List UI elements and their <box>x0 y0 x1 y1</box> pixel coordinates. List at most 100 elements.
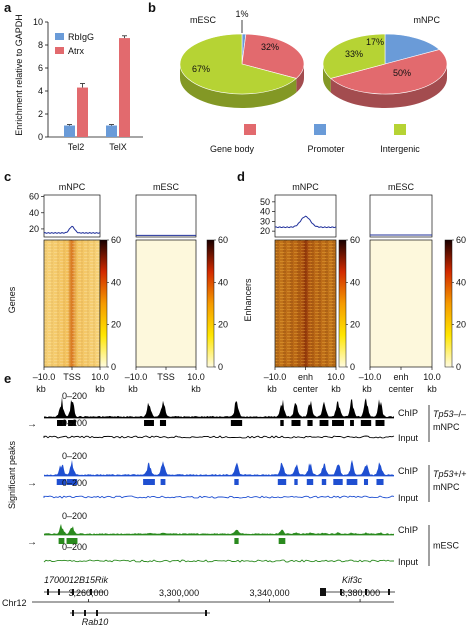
track-label-chip: ChIP <box>398 408 418 418</box>
pie-slice-intergenic <box>179 33 297 95</box>
panel-b-pie-charts: 1% 32% 67% mESC 17% 50% 33% mNPC Gene body Promo… <box>179 9 448 154</box>
group-label-line2: mNPC <box>433 422 460 432</box>
significant-peak <box>291 420 301 426</box>
colorbar-tick-label: 40 <box>456 277 466 287</box>
coordinate-axis: Chr12 3,260,000 3,300,000 3,340,000 3,380,00… <box>2 588 394 608</box>
x-tick-label: –10.0 <box>125 372 148 382</box>
colorbar-tick-label: 20 <box>218 320 228 330</box>
chip-signal <box>44 459 394 476</box>
profile-curve <box>43 225 101 234</box>
track-group-2: 0–200 ChIP → 0–200 Input mESC <box>27 511 460 567</box>
group-label-gene: Tp53 <box>433 469 454 479</box>
profile-frame <box>135 194 197 238</box>
x-tick-label: TSS <box>63 372 81 382</box>
significant-peak <box>143 479 155 485</box>
profile-curve <box>274 215 337 229</box>
input-signal <box>43 435 395 439</box>
track-range-label: 0–200 <box>62 451 87 461</box>
x-tick-label: –10.0 <box>264 372 287 382</box>
pie-side-gene-body <box>296 64 304 93</box>
gene-exon <box>96 610 98 616</box>
x-unit-label: kb <box>191 384 201 394</box>
x-tick-label: enh <box>393 372 408 382</box>
profile-frame <box>369 194 433 238</box>
significant-peak <box>294 479 298 485</box>
significant-peak <box>66 479 78 485</box>
colorbar <box>99 239 108 368</box>
gene-exon <box>205 610 207 616</box>
significant-peak <box>350 420 354 426</box>
a-ytick-label: 0 <box>38 132 43 142</box>
panel-a-categories: Tel2 TelX <box>68 142 127 152</box>
b-legend-label: Promoter <box>307 144 344 154</box>
x-unit-label: kb <box>267 384 277 394</box>
a-ytick-label: 4 <box>38 86 43 96</box>
colorbar <box>206 239 215 368</box>
significant-peak <box>57 420 66 426</box>
gene-label: Kif3c <box>342 575 363 585</box>
track-group-0: 0–200 ChIP → 0–200 Input Tp53–/– mNPC <box>27 391 466 443</box>
a-bar-rbigg-tel2 <box>64 125 75 137</box>
colorbar-tick-label: 0 <box>456 362 461 372</box>
pie-slice-label: 17% <box>366 37 384 47</box>
a-bar-rbigg-telx <box>106 125 117 137</box>
pie-slice-gene-body <box>241 33 305 79</box>
significant-peak <box>56 479 67 485</box>
coord-tick-label: 3,340,000 <box>250 588 290 598</box>
x-tick-label: –10.0 <box>359 372 382 382</box>
pie-slice-label: 67% <box>192 64 210 74</box>
significant-peak <box>278 538 286 544</box>
gene-exon <box>58 589 60 595</box>
x-unit-label: center <box>293 384 318 394</box>
significant-peak <box>321 479 327 485</box>
group-label-genotype: +/+ <box>454 469 467 479</box>
sample-title: mESC <box>153 182 180 192</box>
gene-label: Rab10 <box>82 617 109 627</box>
x-unit-label: center <box>388 384 413 394</box>
pie-slice-gene-body <box>330 49 448 95</box>
panel-a-bars <box>64 35 130 137</box>
profile-ytick-label: 60 <box>29 192 39 202</box>
chip-signal <box>44 523 394 535</box>
x-tick-label: enh <box>298 372 313 382</box>
profile-ytick-label: 50 <box>260 197 270 207</box>
panel-b-legend: Gene body Promoter Intergenic <box>210 124 420 154</box>
pie-side-gene-body <box>330 64 447 109</box>
gene-exon <box>47 589 49 595</box>
a-legend-label: Atrx <box>68 46 85 56</box>
profile-ytick-label: 30 <box>260 216 270 226</box>
panel-c-d-heatmaps: Genes 20 40 60 mNPC 0 20 40 60 –10.0 TSS 10.0 kb kb mE… <box>7 182 466 394</box>
track-label-chip: ChIP <box>398 466 418 476</box>
significant-peak <box>66 538 78 544</box>
significant-peak <box>234 479 239 485</box>
significant-peak <box>375 420 385 426</box>
track-range-label: 0–200 <box>62 478 87 488</box>
chip-signal <box>44 396 394 418</box>
significant-peak <box>230 420 243 426</box>
significant-peak <box>68 420 76 426</box>
track-range-label: 0–200 <box>62 391 87 401</box>
b-legend-label: Gene body <box>210 144 255 154</box>
colorbar-tick-label: 20 <box>350 320 360 330</box>
significant-peak <box>332 420 344 426</box>
colorbar-tick-label: 0 <box>350 362 355 372</box>
significant-peak <box>360 420 372 426</box>
panel-a-legend: RbIgG Atrx <box>55 32 94 56</box>
sample-title: mNPC <box>59 182 86 192</box>
colorbar <box>338 239 347 368</box>
colorbar-tick-label: 40 <box>218 277 228 287</box>
track-range-label: 0–200 <box>62 542 87 552</box>
b-legend-swatch <box>394 124 406 135</box>
colorbar-tick-label: 0 <box>111 362 116 372</box>
a-bar-atrx-tel2 <box>77 87 88 137</box>
x-unit-label: kb <box>36 384 46 394</box>
a-ytick-label: 10 <box>33 17 43 27</box>
track-label-input: Input <box>398 557 419 567</box>
heatmap-body <box>370 240 432 367</box>
x-unit-label: kb <box>128 384 138 394</box>
group-label: mESC <box>433 541 460 551</box>
chromosome-label: Chr12 <box>2 598 27 608</box>
pie-side-intergenic <box>323 64 331 93</box>
pie-title: mESC <box>190 15 217 25</box>
significant-peak <box>144 420 154 426</box>
